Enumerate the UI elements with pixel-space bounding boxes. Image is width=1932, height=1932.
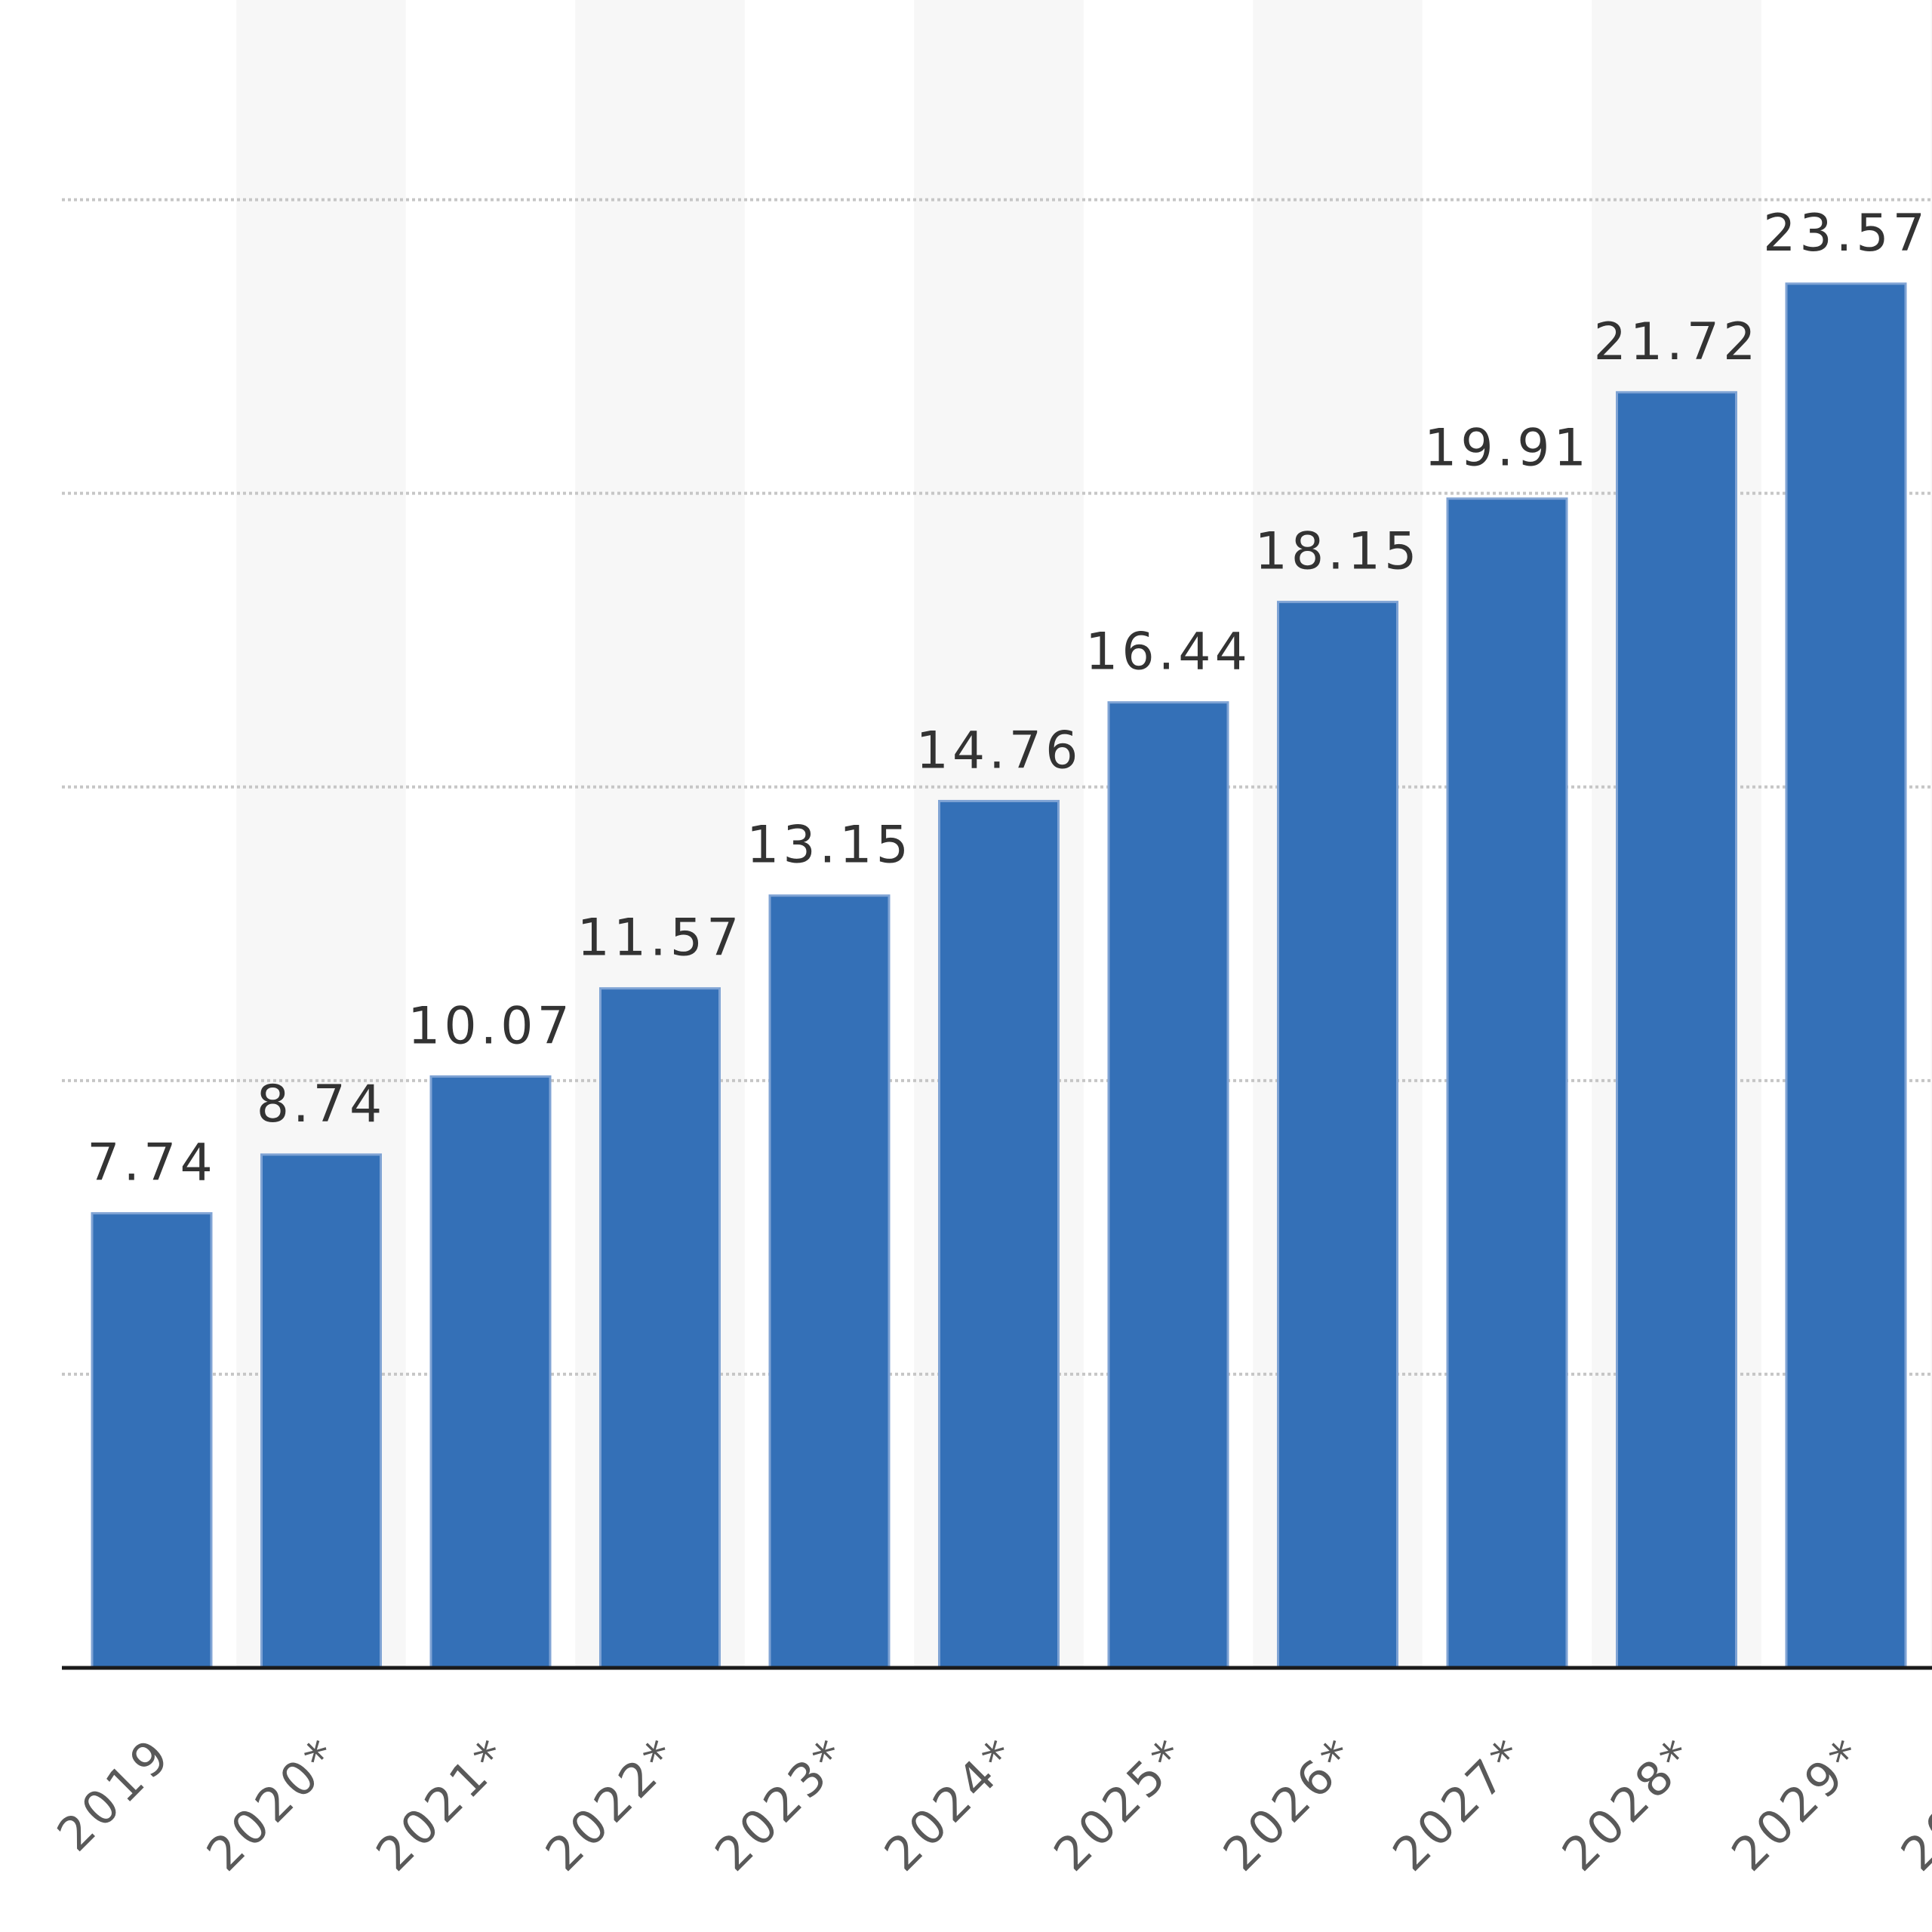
value-label: 21.72 xyxy=(1594,312,1760,372)
background-band xyxy=(1930,0,1932,1668)
value-label: 10.07 xyxy=(408,996,574,1056)
value-label: 18.15 xyxy=(1255,522,1421,582)
value-label: 11.57 xyxy=(577,909,743,968)
x-tick-label: 2025* xyxy=(1043,1726,1198,1881)
x-tick-label: 2022* xyxy=(535,1726,691,1881)
bar-2021 xyxy=(429,1075,552,1669)
value-label: 7.74 xyxy=(87,1134,216,1193)
x-tick-label: 2020* xyxy=(196,1726,352,1881)
value-label: 16.44 xyxy=(1085,623,1251,682)
bar-2020 xyxy=(260,1153,382,1669)
bar-2019 xyxy=(91,1212,213,1669)
bar-2027 xyxy=(1446,497,1568,1669)
x-tick-label: 2023* xyxy=(704,1726,860,1881)
bar-2029 xyxy=(1785,282,1907,1669)
bar-2022 xyxy=(599,987,721,1669)
value-labels: 7.74 8.74 10.0711.5713.1514.7616.4418.1519… xyxy=(87,204,1929,1193)
x-tick-label: 2024* xyxy=(874,1726,1029,1881)
x-tick-label: 2030* xyxy=(1890,1726,1932,1881)
value-label: 14.76 xyxy=(916,721,1082,780)
x-tick-label: 2026* xyxy=(1213,1726,1368,1881)
value-label: 8.74 xyxy=(257,1075,386,1134)
bar-2023 xyxy=(768,894,891,1669)
bar-2028 xyxy=(1616,391,1737,1669)
x-tick-label: 2028* xyxy=(1552,1726,1707,1881)
value-label: 23.57 xyxy=(1763,204,1929,263)
bar-2026 xyxy=(1277,601,1398,1669)
x-tick-label: 2027* xyxy=(1382,1726,1537,1881)
bars xyxy=(91,282,1907,1669)
x-tick-labels: 2019 2020* 2021* 2022* 2023* 2024* 2025* 2026* 2… xyxy=(46,1726,1932,1881)
x-tick-label: 2029* xyxy=(1721,1726,1876,1881)
x-tick-label: 2021* xyxy=(365,1726,521,1881)
x-tick-label: 2019 xyxy=(46,1726,182,1862)
bar-2025 xyxy=(1107,701,1229,1669)
bar-2024 xyxy=(938,799,1060,1669)
value-label: 19.91 xyxy=(1424,419,1590,478)
value-label: 13.15 xyxy=(746,816,912,875)
